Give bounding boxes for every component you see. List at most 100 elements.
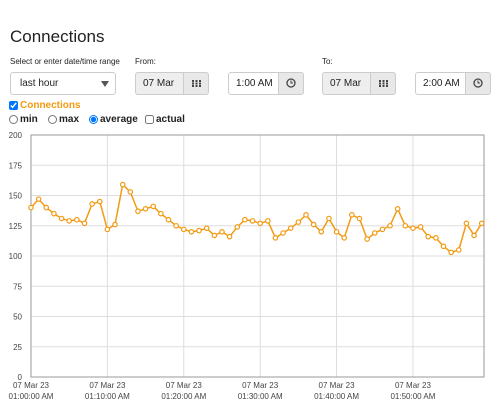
- range-select[interactable]: last hour: [10, 72, 116, 95]
- option-input[interactable]: [9, 115, 18, 124]
- option-label: average: [100, 114, 138, 125]
- data-point: [280, 230, 286, 236]
- data-point: [394, 206, 401, 212]
- data-point: [180, 226, 187, 233]
- data-point: [272, 235, 279, 241]
- data-point: [74, 216, 80, 223]
- data-point: [410, 225, 416, 231]
- from-clock-button[interactable]: [278, 72, 304, 95]
- y-tick-label: 0: [18, 373, 23, 382]
- data-point: [89, 201, 95, 207]
- to-label: To:: [322, 57, 333, 66]
- data-point: [425, 233, 432, 240]
- option[interactable]: average: [89, 114, 138, 125]
- data-point: [379, 226, 386, 233]
- data-point: [471, 232, 477, 239]
- data-point: [188, 229, 195, 235]
- chart: 0 25 50 75 100 125 150 175 200 07 Mar 23 01:00:00 …: [9, 131, 485, 401]
- to-calendar-button[interactable]: [370, 72, 396, 95]
- option-input[interactable]: [145, 115, 154, 124]
- data-point: [81, 220, 88, 227]
- clock-icon: [473, 78, 483, 88]
- data-point: [455, 247, 462, 253]
- from-calendar-button[interactable]: [183, 72, 209, 95]
- x-tick-label: 01:20:00 AM: [161, 392, 206, 401]
- data-point: [318, 229, 325, 235]
- data-point: [226, 233, 233, 240]
- x-tick-label: 07 Mar 23: [395, 381, 432, 390]
- data-point: [249, 218, 256, 224]
- series-line: [30, 183, 483, 254]
- x-tick-label: 07 Mar 23: [319, 381, 356, 390]
- plot-border: [30, 134, 485, 378]
- data-point: [371, 230, 378, 236]
- x-tick-label: 01:50:00 AM: [390, 392, 435, 401]
- data-point: [417, 224, 424, 230]
- data-point: [28, 204, 34, 211]
- data-point: [196, 227, 202, 234]
- range-value: last hour: [20, 78, 59, 89]
- option-input[interactable]: [48, 115, 57, 124]
- to-date-value: 07 Mar 23: [330, 78, 362, 89]
- data-point: [349, 212, 355, 218]
- data-point: [203, 225, 210, 231]
- y-tick-label: 175: [9, 161, 23, 170]
- to-date[interactable]: 07 Mar 23: [322, 72, 371, 95]
- metric-toggle[interactable]: Connections: [9, 100, 81, 111]
- data-point: [104, 226, 111, 233]
- data-point: [333, 229, 340, 235]
- option-input[interactable]: [89, 115, 98, 124]
- data-point: [356, 215, 363, 222]
- to-time[interactable]: 2:00 AM: [415, 72, 466, 95]
- x-tick-label: 01:30:00 AM: [238, 392, 283, 401]
- data-point: [433, 235, 439, 241]
- data-point: [150, 203, 157, 210]
- x-tick-label: 01:10:00 AM: [85, 392, 130, 401]
- x-tick-label: 07 Mar 23: [89, 381, 126, 390]
- data-point: [234, 224, 241, 230]
- data-point: [165, 216, 172, 223]
- to-time-value: 2:00 AM: [423, 78, 460, 89]
- metric-label: Connections: [20, 100, 81, 111]
- option[interactable]: max: [48, 114, 79, 125]
- y-tick-label: 100: [9, 252, 23, 261]
- to-clock-button[interactable]: [465, 72, 491, 95]
- x-tick-label: 07 Mar 23: [166, 381, 203, 390]
- y-tick-label: 200: [9, 131, 23, 140]
- data-point: [387, 222, 393, 229]
- data-point: [51, 210, 57, 217]
- calendar-icon: [192, 80, 201, 87]
- data-point: [58, 215, 65, 222]
- data-point: [303, 212, 309, 218]
- from-date-value: 07 Mar 23: [143, 78, 175, 89]
- data-point: [112, 221, 118, 228]
- data-point: [135, 208, 141, 215]
- data-point: [142, 206, 149, 212]
- from-date[interactable]: 07 Mar 23: [135, 72, 184, 95]
- data-point: [257, 220, 263, 227]
- option-label: max: [59, 114, 80, 125]
- data-point: [463, 220, 470, 227]
- data-point: [448, 249, 454, 256]
- data-point: [43, 204, 50, 211]
- x-tick-label: 01:00:00 AM: [9, 392, 54, 401]
- x-tick-label: 07 Mar 23: [13, 381, 50, 390]
- metric-checkbox[interactable]: [9, 101, 18, 110]
- data-point: [96, 198, 103, 205]
- data-point: [310, 221, 317, 228]
- data-point: [35, 196, 42, 202]
- dropdown-arrow: [101, 81, 109, 87]
- data-point: [478, 220, 485, 227]
- option[interactable]: min: [9, 114, 38, 125]
- data-point: [364, 236, 370, 242]
- page-title: Connections: [10, 27, 105, 46]
- option-label: actual: [156, 114, 185, 125]
- data-point: [440, 243, 447, 250]
- data-point: [326, 215, 332, 222]
- data-point: [242, 216, 248, 223]
- option-label: min: [20, 114, 38, 125]
- option[interactable]: actual: [145, 114, 185, 125]
- from-time[interactable]: 1:00 AM: [228, 72, 279, 95]
- data-point: [158, 210, 164, 217]
